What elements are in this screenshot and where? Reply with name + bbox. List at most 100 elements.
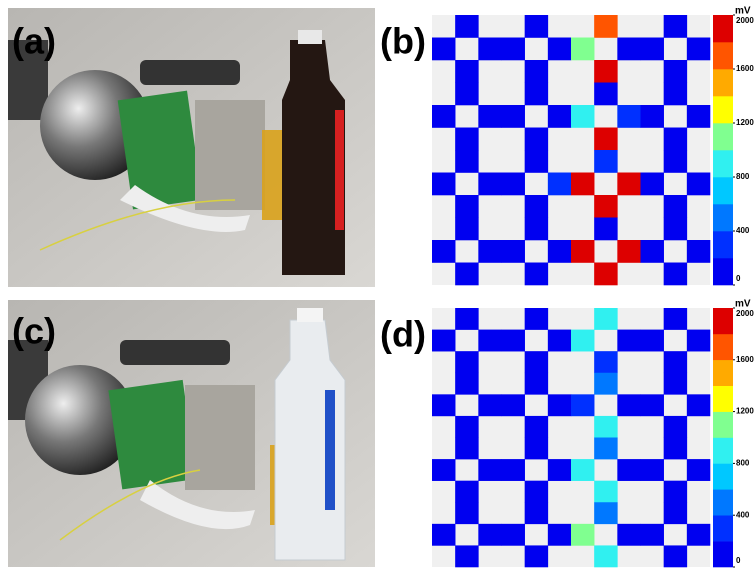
- heatmap-cell: [571, 330, 594, 352]
- heatmap-cell: [571, 459, 594, 481]
- heatmap-cell: [548, 105, 571, 128]
- colorbar-unit: mV: [735, 6, 751, 17]
- colorbar-segment: [713, 308, 733, 334]
- heatmap-cell: [525, 128, 548, 151]
- heatmap-cell: [617, 38, 640, 61]
- heatmap-cell: [571, 38, 594, 61]
- panel-label: (a): [12, 21, 56, 62]
- heatmap-cell: [664, 438, 687, 460]
- heatmap-cell: [594, 545, 617, 567]
- heatmap-cell: [432, 38, 455, 61]
- heatmap-cell: [525, 263, 548, 286]
- heatmap-cell: [455, 218, 478, 241]
- heatmap-cell: [571, 173, 594, 196]
- heatmap-cell: [641, 330, 664, 352]
- heatmap-cell: [664, 308, 687, 330]
- heatmap-cell: [502, 173, 525, 196]
- heatmap-cell: [594, 502, 617, 524]
- heatmap-cell: [571, 105, 594, 128]
- colorbar-segment: [713, 177, 733, 204]
- heatmap-cell: [432, 240, 455, 263]
- heatmap-cell: [455, 351, 478, 373]
- heatmap-cell: [594, 263, 617, 286]
- heatmap-cell: [455, 128, 478, 151]
- colorbar-tick-label: 2000: [736, 16, 754, 25]
- heatmap-cell: [478, 105, 501, 128]
- heatmap-cell: [594, 83, 617, 106]
- colorbar-segment: [713, 69, 733, 96]
- heatmap-cell: [525, 416, 548, 438]
- heatmap-cell: [687, 105, 710, 128]
- heatmap-cell: [455, 15, 478, 38]
- heatmap-cell: [687, 459, 710, 481]
- colorbar-tick-label: 800: [736, 459, 750, 468]
- colorbar-segment: [713, 489, 733, 515]
- heatmap-cell: [432, 173, 455, 196]
- colorbar-tick-label: 2000: [736, 309, 754, 318]
- heatmap-cell: [664, 15, 687, 38]
- heatmap-cell: [664, 545, 687, 567]
- heatmap-cell: [455, 150, 478, 173]
- heatmap-cell: [617, 173, 640, 196]
- heatmap-cell: [525, 150, 548, 173]
- heatmap-cell: [594, 373, 617, 395]
- heatmap-cell: [455, 438, 478, 460]
- heatmap-cell: [525, 218, 548, 241]
- heatmap-cell: [455, 60, 478, 83]
- heatmap-cell: [502, 524, 525, 546]
- heatmap-cell: [525, 438, 548, 460]
- colorbar-segment: [713, 541, 733, 567]
- heatmap-cell: [525, 351, 548, 373]
- heatmap-cell: [502, 105, 525, 128]
- heatmap-cell: [641, 524, 664, 546]
- heatmap-cell: [432, 330, 455, 352]
- colorbar-segment: [713, 150, 733, 177]
- colorbar-segment: [713, 515, 733, 541]
- heatmap-cell: [571, 394, 594, 416]
- heatmap-cell: [548, 330, 571, 352]
- colorbar-segment: [713, 15, 733, 42]
- heatmap-cell: [548, 240, 571, 263]
- colorbar-segment: [713, 360, 733, 386]
- heatmap-cell: [455, 502, 478, 524]
- heatmap-cell: [548, 173, 571, 196]
- colorbar-segment: [713, 412, 733, 438]
- heatmap-cell: [617, 524, 640, 546]
- photo-a: [8, 8, 375, 287]
- heatmap-cell: [478, 394, 501, 416]
- colorbar-segment: [713, 42, 733, 69]
- heatmap-cell: [548, 394, 571, 416]
- panel-label: (b): [380, 21, 426, 62]
- heatmap-cell: [455, 545, 478, 567]
- heatmap-cell: [548, 38, 571, 61]
- colorbar-segment: [713, 438, 733, 464]
- heatmap-cell: [641, 173, 664, 196]
- heatmap-cell: [617, 330, 640, 352]
- colorbar-tick-label: 1200: [736, 118, 754, 127]
- heatmap-cell: [594, 351, 617, 373]
- heatmap-cell: [548, 459, 571, 481]
- heatmap-cell: [478, 330, 501, 352]
- heatmap-cell: [641, 394, 664, 416]
- figure: (a) (c) (b) (d) mV0400800120016002000mV0…: [0, 0, 756, 575]
- photo-c: [8, 300, 375, 567]
- heatmap-cell: [478, 524, 501, 546]
- colorbar-segment: [713, 463, 733, 489]
- heatmap-cell: [664, 195, 687, 218]
- colorbar-tick-label: 0: [736, 274, 741, 283]
- heatmap-cell: [525, 83, 548, 106]
- heatmap-cell: [525, 545, 548, 567]
- heatmap-cell: [525, 195, 548, 218]
- heatmap-cell: [525, 481, 548, 503]
- heatmap-cell: [594, 128, 617, 151]
- heatmap-cell: [571, 524, 594, 546]
- heatmap-cell: [502, 394, 525, 416]
- heatmap-cell: [525, 15, 548, 38]
- heatmap-cell: [455, 308, 478, 330]
- heatmap-cell: [664, 83, 687, 106]
- heatmap-cell: [455, 481, 478, 503]
- heatmap-cell: [455, 263, 478, 286]
- heatmap-cell: [594, 60, 617, 83]
- heatmap-cell: [687, 394, 710, 416]
- heatmap-cell: [525, 373, 548, 395]
